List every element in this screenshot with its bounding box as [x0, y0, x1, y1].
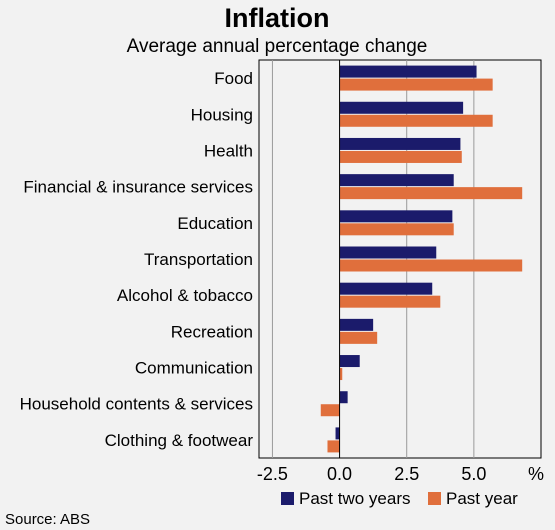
bar-past-year-0: [339, 78, 493, 91]
bar-past-year-4: [339, 223, 454, 236]
category-label-6: Alcohol & tobacco: [117, 286, 253, 305]
x-tick-label-1: 0.0: [327, 464, 352, 484]
bar-past-two-years-0: [339, 65, 477, 78]
legend-swatch-past-two-years: [281, 492, 294, 505]
legend: Past two years Past year: [281, 489, 518, 508]
legend-label-past-two-years: Past two years: [299, 489, 411, 508]
chart-subtitle: Average annual percentage change: [127, 36, 428, 57]
bar-past-year-5: [339, 259, 523, 272]
category-label-4: Education: [177, 214, 253, 233]
bar-past-year-9: [320, 404, 340, 417]
bar-past-two-years-7: [339, 318, 374, 331]
legend-label-past-year: Past year: [446, 489, 518, 508]
category-label-8: Communication: [135, 359, 253, 378]
legend-swatch-past-year: [428, 492, 441, 505]
category-label-10: Clothing & footwear: [105, 431, 254, 450]
category-label-1: Housing: [191, 105, 253, 124]
category-label-9: Household contents & services: [20, 395, 253, 414]
bar-past-two-years-3: [339, 174, 454, 187]
x-tick-label-2: 2.5: [394, 464, 419, 484]
tick-labels: -2.5 0.0 2.5 5.0: [257, 464, 486, 484]
bar-past-year-10: [327, 440, 340, 453]
x-tick-label-0: -2.5: [257, 464, 288, 484]
bar-past-year-7: [339, 331, 378, 344]
bar-past-two-years-10: [335, 427, 340, 440]
category-label-5: Transportation: [144, 250, 253, 269]
source-label: Source: ABS: [5, 511, 90, 528]
bar-past-two-years-5: [339, 246, 437, 259]
unit-label: %: [528, 464, 544, 484]
category-label-2: Health: [204, 141, 253, 160]
chart-title: Inflation: [225, 3, 330, 33]
bar-past-two-years-8: [339, 355, 360, 368]
bar-past-year-6: [339, 295, 441, 308]
bar-past-two-years-4: [339, 210, 453, 223]
bar-past-year-3: [339, 187, 523, 200]
bar-past-year-1: [339, 114, 493, 127]
category-label-3: Financial & insurance services: [23, 178, 253, 197]
bars: [320, 65, 523, 453]
category-label-7: Recreation: [171, 322, 253, 341]
category-labels: Food Housing Health Financial & insurance s…: [20, 69, 254, 450]
bar-past-year-8: [339, 368, 343, 381]
x-tick-label-3: 5.0: [461, 464, 486, 484]
bar-past-two-years-9: [339, 391, 348, 404]
bar-past-two-years-6: [339, 282, 433, 295]
category-label-0: Food: [214, 69, 253, 88]
bar-past-two-years-1: [339, 101, 464, 114]
bar-past-two-years-2: [339, 137, 461, 150]
bar-past-year-2: [339, 150, 462, 163]
